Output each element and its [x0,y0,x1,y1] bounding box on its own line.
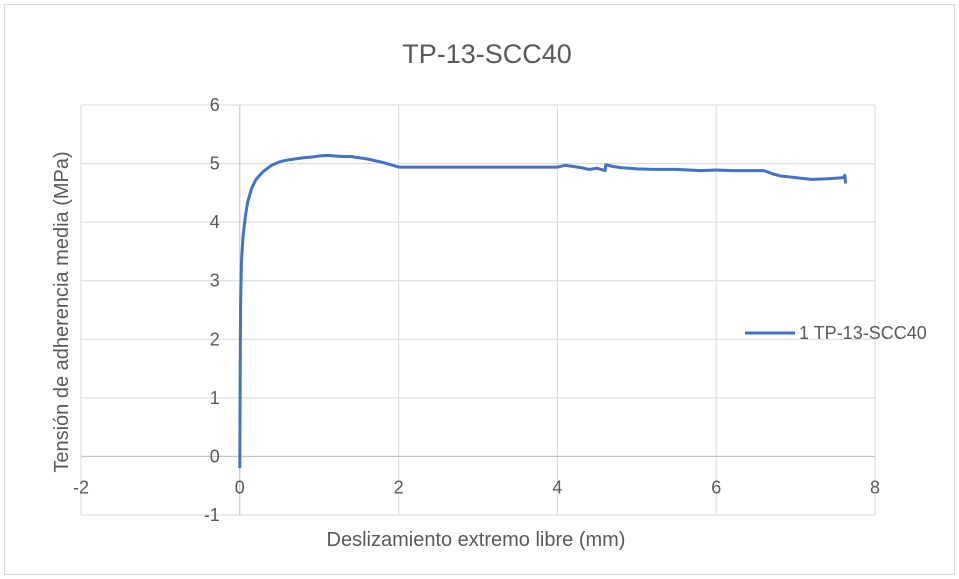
series-layer [238,153,848,469]
legend: 1 TP-13-SCC40 [745,323,927,343]
chart-title: TP-13-SCC40 [402,39,572,69]
x-tick-label: 8 [870,477,880,497]
y-tick-label: 5 [210,154,220,174]
y-tick-label: 6 [210,95,220,115]
x-axis-title: Deslizamiento extremo libre (mm) [327,529,626,551]
legend-label: 1 TP-13-SCC40 [799,323,927,343]
x-tick-label: 6 [711,477,721,497]
chart-svg: TP-13-SCC40 -1 0 1 2 3 4 5 6 -2 0 2 4 6 8 Deslizamien… [51,39,927,551]
y-tick-label: 0 [210,446,220,466]
y-axis-title: Tensión de adherencia media (MPa) [51,151,73,472]
series-line [238,153,848,469]
y-tick-label: 1 [210,388,220,408]
x-tick-label: 2 [394,477,404,497]
x-tick-label: 4 [552,477,562,497]
grid-layer [80,104,876,516]
x-tick-label: -2 [73,477,89,497]
y-tick-label: -1 [204,505,220,525]
y-tick-label: 4 [210,212,220,232]
y-tick-label: 2 [210,329,220,349]
x-tick-label: 0 [235,477,245,497]
y-tick-label: 3 [210,271,220,291]
tick-labels: -1 0 1 2 3 4 5 6 -2 0 2 4 6 8 [73,95,880,525]
chart-area: TP-13-SCC40 -1 0 1 2 3 4 5 6 -2 0 2 4 6 8 Deslizamien… [4,4,955,575]
